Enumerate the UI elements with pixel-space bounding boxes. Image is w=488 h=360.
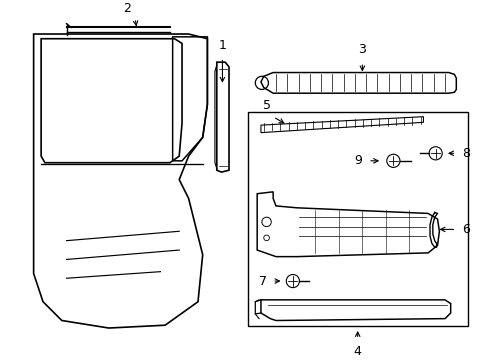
- Text: 8: 8: [461, 147, 469, 160]
- Text: 4: 4: [353, 345, 361, 358]
- Text: 9: 9: [354, 154, 362, 167]
- Text: 2: 2: [123, 2, 131, 15]
- Text: 1: 1: [218, 39, 226, 52]
- Text: 3: 3: [358, 42, 366, 56]
- Text: 7: 7: [258, 275, 266, 288]
- Text: 5: 5: [262, 99, 270, 112]
- Bar: [247, 112, 467, 326]
- Text: 6: 6: [461, 223, 469, 236]
